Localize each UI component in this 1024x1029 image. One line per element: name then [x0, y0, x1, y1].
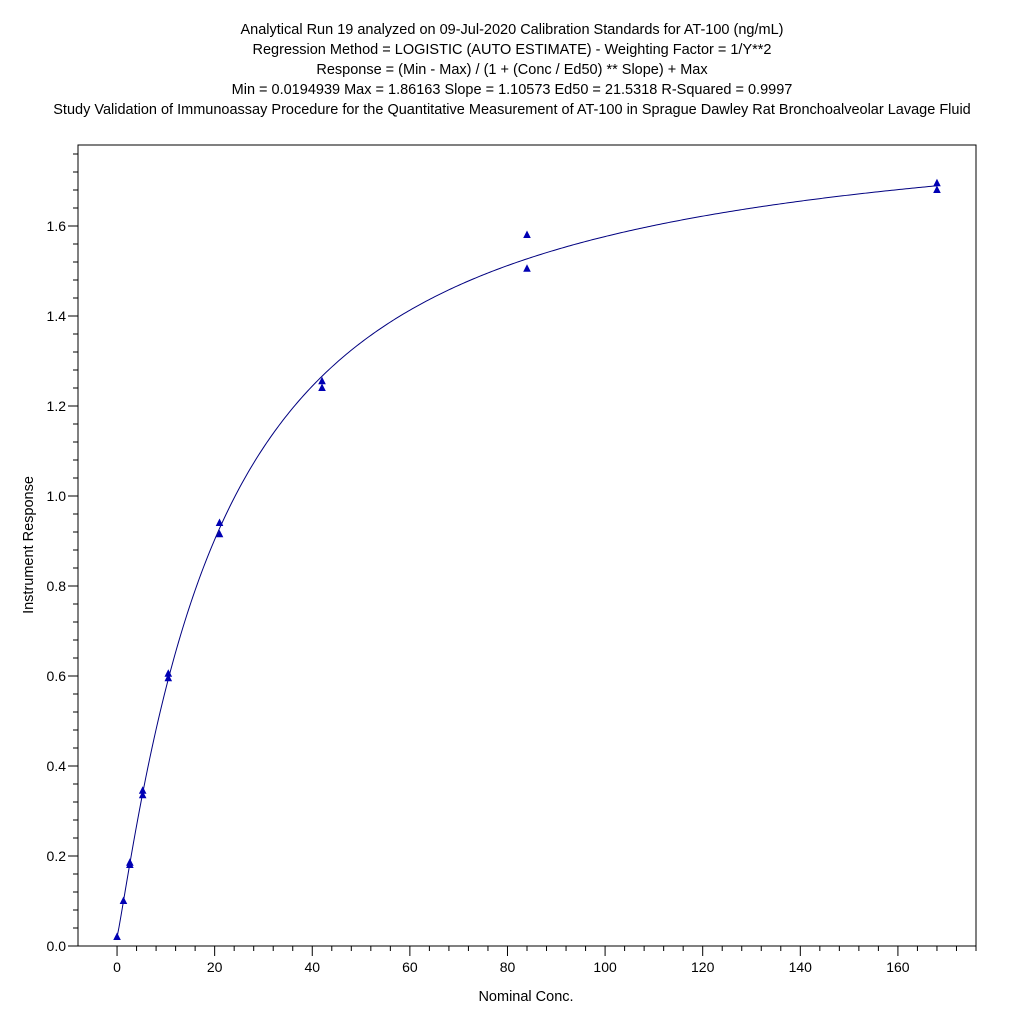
data-point-marker [138, 786, 147, 794]
data-point-marker [164, 669, 173, 677]
data-points [113, 178, 941, 940]
title-line-3: Response = (Min - Max) / (1 + (Conc / Ed… [316, 62, 708, 78]
data-point-marker [138, 790, 147, 799]
x-tick-label: 160 [886, 959, 910, 975]
title-line-1: Analytical Run 19 analyzed on 09-Jul-202… [241, 22, 784, 38]
x-tick-label: 120 [691, 959, 715, 975]
y-tick-label: 0.6 [47, 668, 67, 684]
data-point-marker [113, 932, 121, 940]
x-tick-label: 0 [113, 959, 121, 975]
title-line-5: Study Validation of Immunoassay Procedur… [53, 102, 971, 118]
x-tick-label: 60 [402, 959, 418, 975]
y-tick-label: 0.4 [47, 758, 67, 774]
fit-curve [116, 185, 938, 938]
data-point-marker [119, 896, 128, 904]
x-axis: 0 20 40 60 80 100 120 140 160 [113, 946, 977, 975]
data-point-marker [523, 230, 531, 238]
y-tick-label: 0.2 [47, 848, 67, 864]
y-tick-label: 0.8 [47, 578, 67, 594]
y-axis: 0.0 0.2 0.4 0.6 0.8 1.0 1.2 1.4 1.6 [47, 153, 78, 954]
y-tick-label: 1.0 [47, 488, 67, 504]
data-point-marker [318, 383, 326, 391]
data-point-marker [164, 673, 173, 682]
x-tick-label: 100 [593, 959, 617, 975]
y-tick-label: 1.4 [47, 308, 67, 324]
x-tick-label: 40 [304, 959, 320, 975]
data-point-marker [215, 518, 224, 526]
title-line-4: Min = 0.0194939 Max = 1.86163 Slope = 1.… [232, 82, 793, 98]
y-tick-label: 1.6 [47, 218, 67, 234]
y-tick-label: 1.2 [47, 398, 67, 414]
data-point-marker [126, 858, 134, 866]
chart-title: Analytical Run 19 analyzed on 09-Jul-202… [53, 22, 971, 118]
data-point-marker [523, 264, 531, 272]
data-point-marker [933, 178, 941, 187]
x-axis-label: Nominal Conc. [478, 989, 573, 1005]
y-tick-label: 0.0 [47, 938, 67, 954]
x-tick-label: 20 [207, 959, 223, 975]
data-point-marker [215, 529, 224, 538]
title-line-2: Regression Method = LOGISTIC (AUTO ESTIM… [253, 42, 772, 58]
data-point-marker [318, 376, 326, 385]
y-axis-label: Instrument Response [21, 476, 37, 614]
data-point-marker [933, 185, 941, 193]
x-tick-label: 80 [500, 959, 516, 975]
x-tick-label: 140 [789, 959, 813, 975]
